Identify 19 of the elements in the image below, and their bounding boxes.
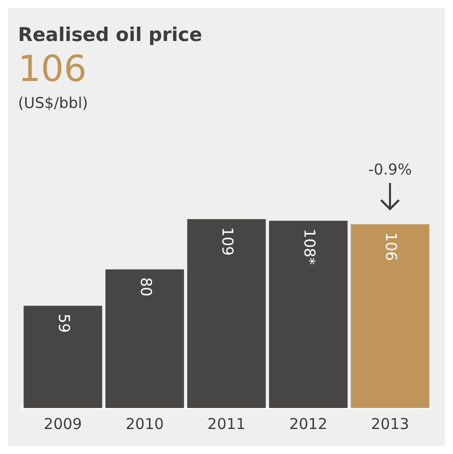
- text: -0.9%: [368, 160, 412, 178]
- x-tick-label: 2010: [126, 414, 164, 433]
- chart-title: Realised oil price: [18, 24, 202, 46]
- data-label: 106: [382, 232, 400, 261]
- x-tick-label: 2009: [44, 414, 82, 433]
- bar: [350, 224, 430, 408]
- data-label: 59: [55, 314, 74, 333]
- x-tick-label: 2013: [371, 414, 410, 433]
- bar: [105, 269, 184, 408]
- x-tick-label: 2011: [207, 414, 246, 433]
- text: (US$/bbl): [18, 94, 88, 112]
- x-tick-label: 2012: [289, 414, 328, 433]
- data-label: 80: [136, 277, 155, 296]
- data-label: 109: [218, 227, 237, 256]
- data-label: 108*: [300, 228, 318, 266]
- chart-subtitle: 106: [18, 49, 87, 90]
- bar: [24, 306, 102, 408]
- bar: [269, 220, 348, 408]
- bar: [187, 219, 266, 408]
